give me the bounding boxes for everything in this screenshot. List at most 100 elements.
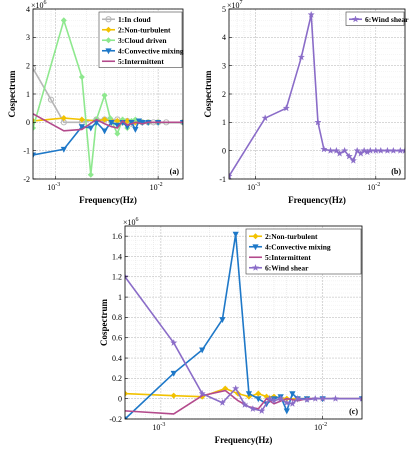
data-point: [78, 116, 85, 123]
data-point: [326, 146, 335, 154]
data-point: [101, 128, 108, 135]
data-point: [241, 400, 249, 408]
data-point: [78, 73, 85, 81]
y-tick-label: 1: [222, 118, 226, 127]
data-point: [255, 390, 262, 397]
y-tick-label: -1: [23, 146, 30, 155]
y-tick-label: 0.4: [112, 354, 122, 363]
panel-label: (b): [391, 167, 401, 176]
legend-entry: 6:Wind shear: [365, 15, 409, 24]
y-axis-title: Cospectrum: [7, 70, 17, 117]
y-tick-label: 0: [222, 146, 226, 155]
y-tick-label: 3: [222, 61, 226, 70]
data-point: [33, 65, 37, 72]
data-point: [335, 149, 344, 157]
data-point: [258, 407, 266, 414]
panel-label: (a): [170, 167, 180, 176]
data-point: [320, 145, 328, 153]
data-point: [170, 370, 177, 377]
data-point: [249, 404, 257, 412]
x-axis-title: Frequency(Hz): [79, 195, 137, 205]
legend-entry: 5:Intermittent: [265, 253, 311, 262]
data-point: [353, 146, 361, 154]
data-point: [125, 272, 129, 280]
data-point: [401, 146, 405, 154]
y-tick-label: 1.2: [112, 273, 122, 282]
y-tick-label: 0: [26, 118, 30, 127]
x-tick-label: 10-2: [314, 422, 327, 432]
legend-marker: [105, 26, 112, 33]
data-point: [47, 96, 55, 103]
data-point: [198, 389, 206, 397]
legend-marker: [251, 263, 260, 271]
legend-marker: [351, 15, 360, 23]
y-exponent-label: ×106: [123, 217, 139, 227]
y-tick-label: 0.6: [112, 334, 122, 343]
y-tick-label: 1: [26, 90, 30, 99]
data-point: [283, 398, 291, 406]
data-point: [265, 394, 274, 402]
data-point: [331, 394, 340, 402]
y-tick-label: 5: [222, 5, 226, 14]
data-point: [108, 119, 115, 126]
legend-marker: [252, 244, 259, 251]
series-line: [33, 113, 183, 132]
data-point: [125, 416, 129, 419]
legend-entry: 4:Convective mixing: [265, 242, 331, 251]
y-axis-title: Cospectrum: [99, 299, 109, 346]
data-point: [319, 394, 327, 402]
data-point: [33, 152, 37, 159]
data-point: [78, 124, 85, 131]
legend-entry: 2:Non-turbulent: [265, 232, 318, 241]
y-tick-label: 1.4: [112, 252, 122, 261]
data-point: [270, 396, 278, 404]
x-tick-label: 10-2: [150, 182, 163, 192]
data-point: [114, 130, 121, 137]
y-tick-label: 4: [222, 33, 226, 42]
data-point: [297, 53, 306, 61]
data-point: [345, 152, 353, 160]
series-6-wind-shear: [125, 272, 362, 414]
axes-frame: [124, 225, 363, 420]
data-point: [389, 146, 398, 154]
data-point: [288, 399, 297, 407]
series-5-intermittent: [33, 113, 183, 132]
data-point: [303, 395, 311, 403]
series-6-wind-shear: [229, 10, 405, 179]
legend-marker: [252, 233, 259, 240]
data-point: [170, 392, 177, 399]
y-tick-label: 2: [222, 90, 226, 99]
data-point: [60, 17, 67, 24]
chart-panel-3: -0.2 0 0.2 0.4 0.6 0.8 1 1.2 1.4 1.6 10-3 10-2 ×106 F…: [99, 217, 363, 445]
data-point: [245, 391, 253, 398]
data-point: [358, 394, 362, 402]
legend-entry: 5:Intermittent: [118, 57, 164, 66]
legend-entry: 1:In cloud: [118, 15, 152, 24]
data-point: [360, 146, 368, 154]
y-tick-label: 0.8: [112, 313, 122, 322]
data-point: [101, 92, 108, 99]
legend-entry: 6:Wind shear: [265, 263, 309, 272]
x-tick-label: 10-3: [47, 182, 60, 192]
legend-entry: 2:Non-turbulent: [118, 25, 171, 34]
chart-panel-1: -2 -1 0 1 2 3 4 10-3 10-2 ×106 Frequency(Hz) Cospec…: [7, 0, 184, 205]
x-tick-label: 10-3: [152, 422, 165, 432]
legend-entry: 3:Cloud driven: [118, 36, 167, 45]
data-point: [218, 398, 227, 406]
grid: [228, 8, 405, 180]
data-point: [383, 146, 392, 154]
data-point: [283, 408, 290, 415]
y-tick-label: 1: [118, 293, 122, 302]
x-axis-title: Frequency(Hz): [288, 195, 346, 205]
y-tick-label: 0.2: [112, 374, 122, 383]
data-point: [282, 104, 290, 112]
data-point: [293, 394, 302, 402]
data-point: [87, 125, 94, 132]
data-point: [232, 384, 240, 392]
legend-marker: [105, 37, 112, 44]
data-point: [311, 394, 319, 402]
data-point: [132, 127, 139, 133]
y-axis-title: Cospectrum: [203, 70, 213, 117]
